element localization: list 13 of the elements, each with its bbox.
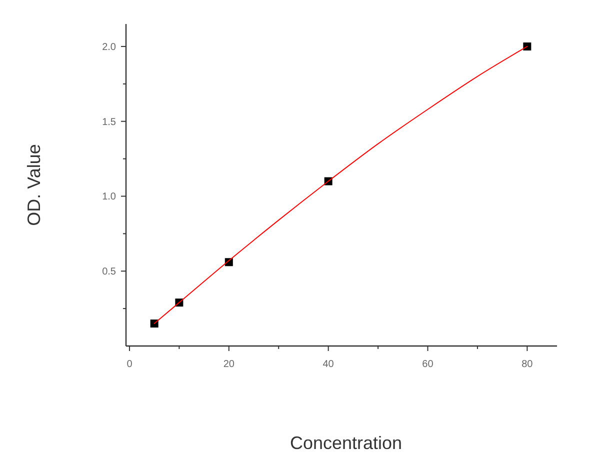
x-tick-label: 0: [126, 359, 133, 370]
y-tick-label: 1.5: [102, 116, 116, 128]
point: [523, 42, 532, 50]
point: [150, 320, 158, 328]
x-tick-label: 40: [322, 359, 334, 370]
x-tick-label: 20: [223, 359, 235, 370]
y-axis-title: OD. Value: [24, 144, 44, 226]
x-tick-label: 80: [522, 359, 534, 370]
x-axis-title: Concentration: [290, 433, 402, 453]
y-tick-label: 2.0: [102, 42, 116, 53]
x-tick-label: 60: [422, 359, 434, 370]
y-tick-label: 1.0: [102, 192, 116, 203]
y-tick-label: 0.5: [102, 266, 116, 278]
